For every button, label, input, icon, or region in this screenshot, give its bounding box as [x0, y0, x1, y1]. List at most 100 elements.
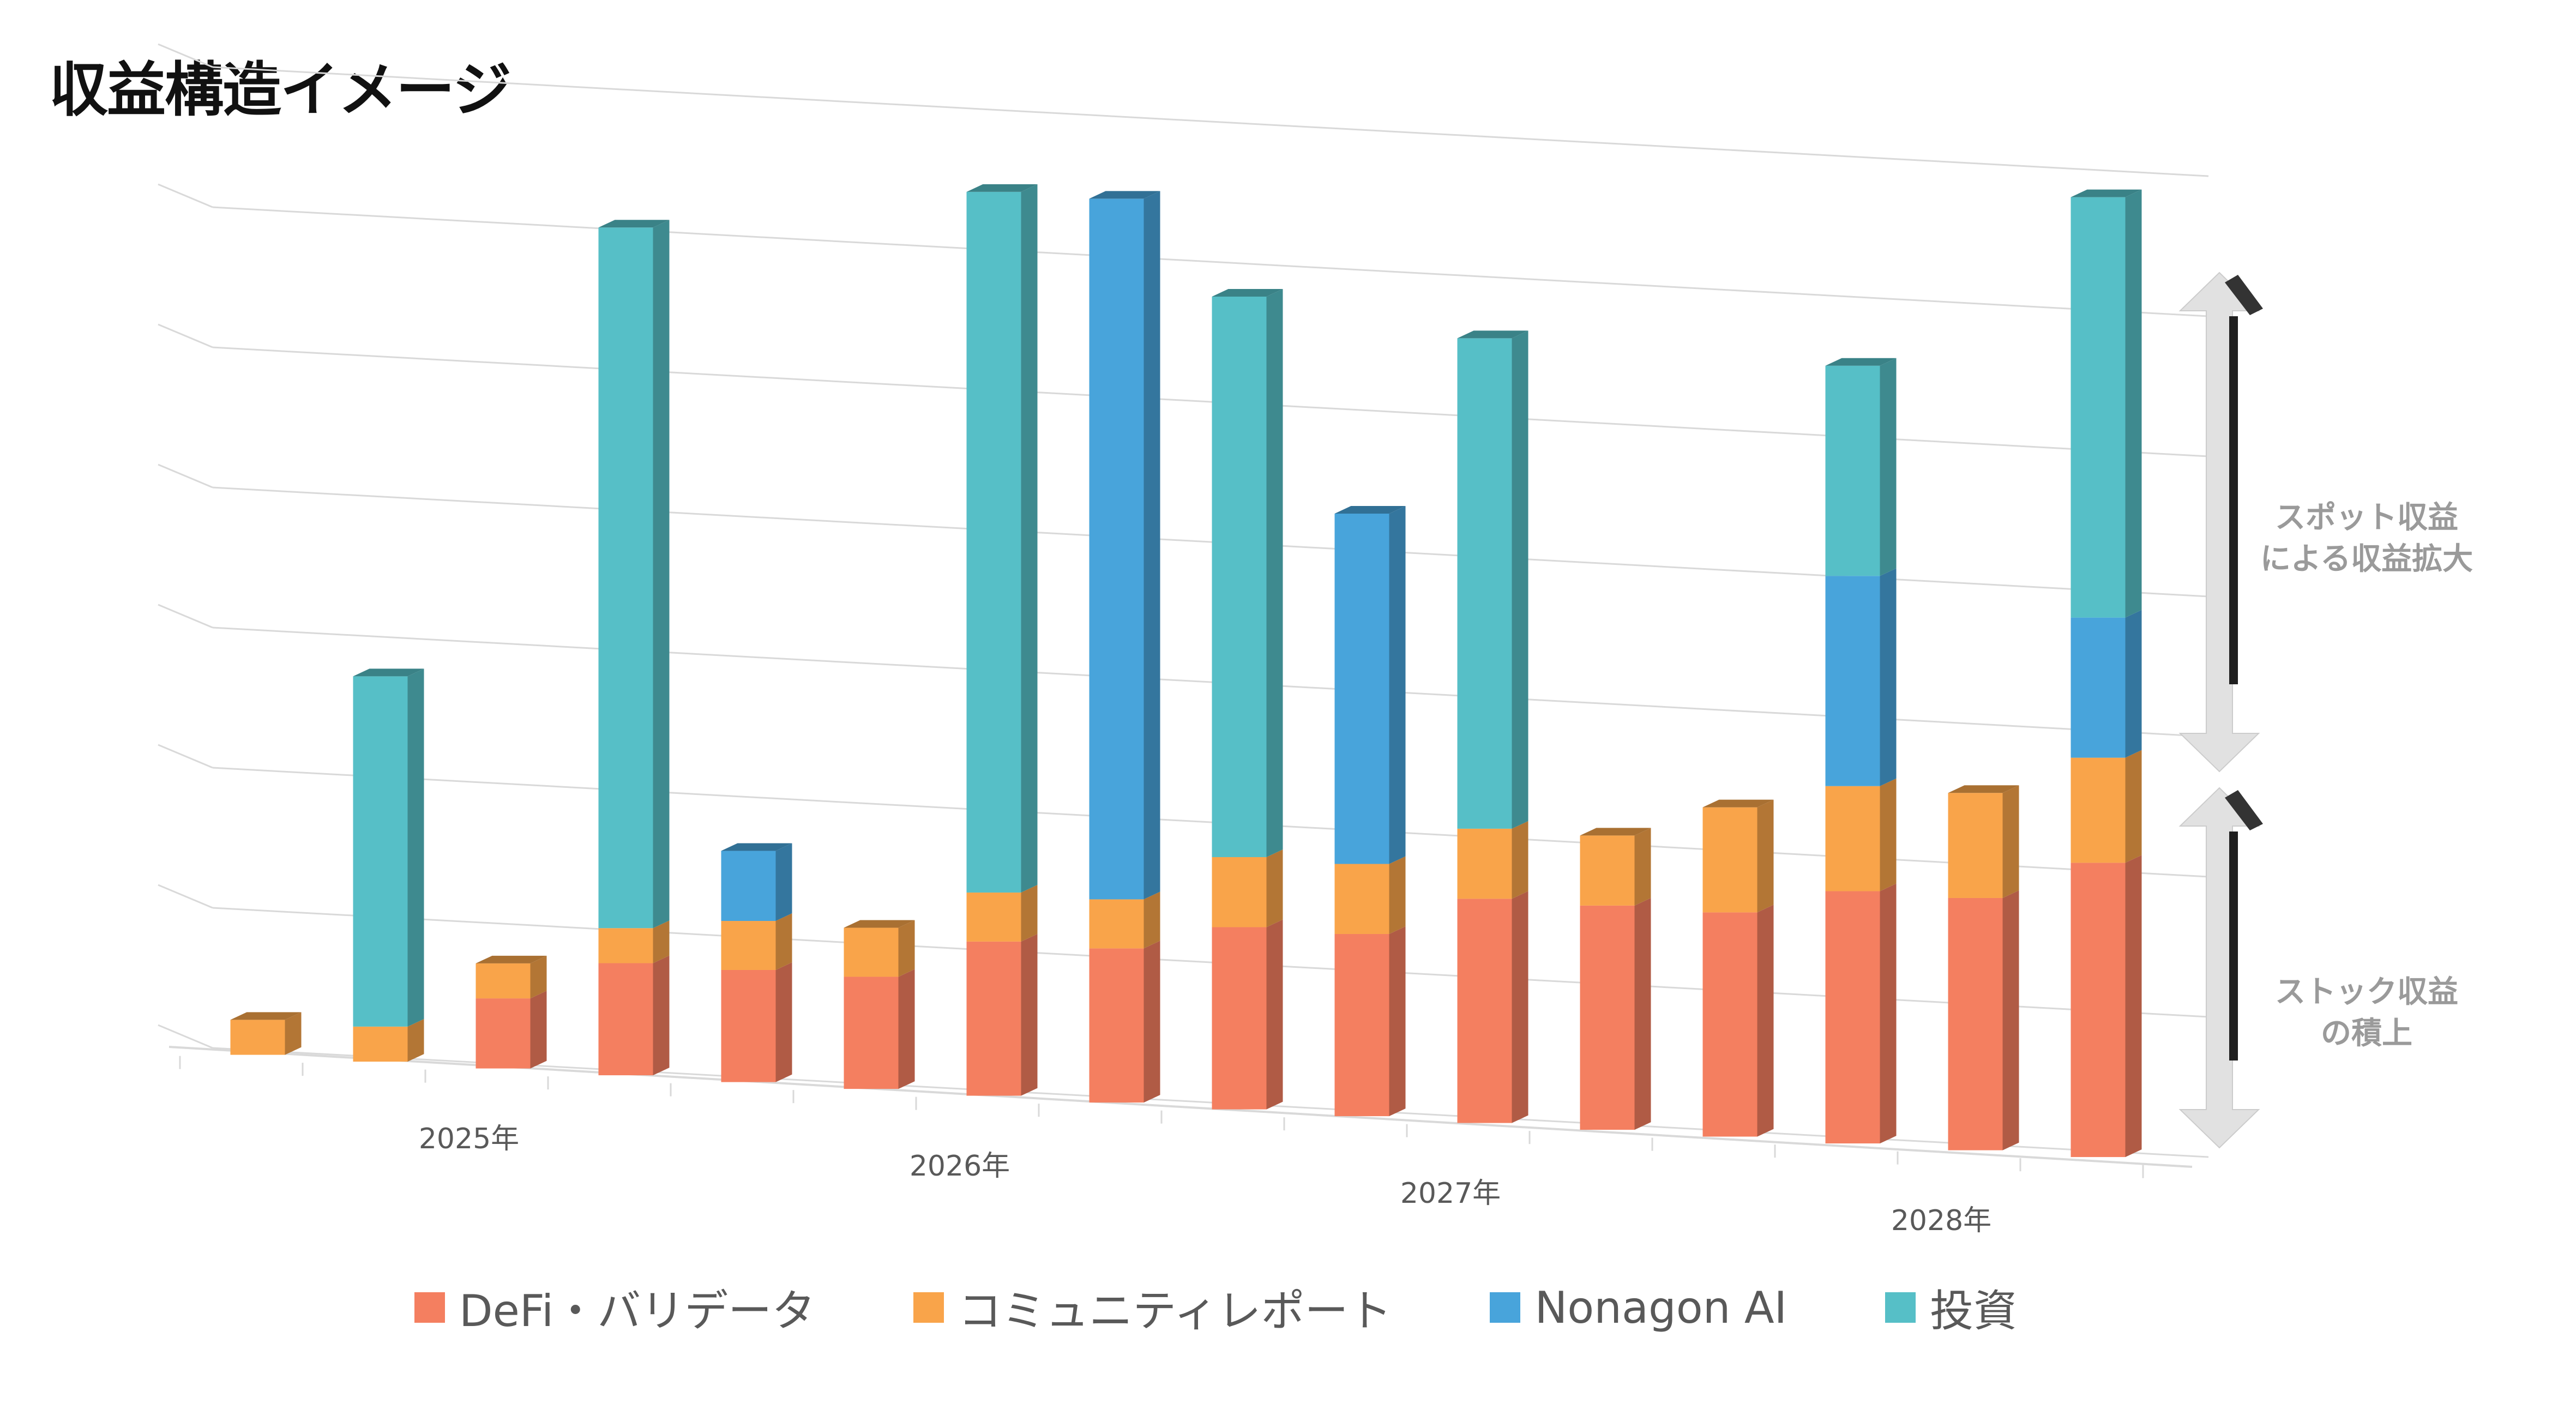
- spot-revenue-label: スポット収益 による収益拡大: [2219, 497, 2514, 580]
- bar-segment-community-report: [1948, 785, 2019, 898]
- x-tick-label: 2027年: [1400, 1177, 1501, 1210]
- bar-segment-defi: [1948, 890, 2019, 1150]
- bar-segment-defi: [1580, 897, 1651, 1130]
- legend-label-defi: DeFi・バリデータ: [459, 1286, 816, 1336]
- x-tick-label: 2026年: [910, 1150, 1010, 1183]
- gridline: [158, 604, 2209, 738]
- bar-segment-nonagon-ai: [1334, 505, 1406, 864]
- bar-top-cap: [1580, 828, 1651, 836]
- bar-top-cap: [1212, 288, 1283, 297]
- bar-segment-investment: [2071, 189, 2142, 618]
- bar-segment-investment: [353, 668, 424, 1027]
- bar-segment-defi: [476, 991, 547, 1069]
- bar-segment-community-report: [476, 955, 547, 999]
- x-tick-labels: 2025年 2026年 2027年 2028年: [419, 1123, 1991, 1237]
- bar-segment-defi: [1089, 941, 1160, 1103]
- bar-top-cap: [476, 955, 547, 963]
- bar-segment-nonagon-ai: [2071, 610, 2142, 758]
- bar-stack: [1334, 505, 1406, 1117]
- bar-top-cap: [1948, 785, 2019, 793]
- bar-segment-community-report: [598, 920, 670, 963]
- bar-segment-investment: [1212, 288, 1283, 857]
- bar-top-cap: [1825, 358, 1897, 366]
- legend-swatch-investment: [1885, 1292, 1916, 1323]
- stock-revenue-label-line-2: の積上: [2321, 1016, 2412, 1051]
- bar-top-cap: [844, 920, 915, 928]
- bar-top-cap: [1089, 191, 1160, 199]
- bar-segment-community-report: [1580, 828, 1651, 906]
- bar-segment-investment: [598, 220, 670, 929]
- bar-top-cap: [966, 184, 1038, 192]
- legend-swatch-defi: [414, 1292, 445, 1323]
- gridline: [158, 183, 2209, 317]
- x-tick-label: 2025年: [419, 1123, 519, 1155]
- legend-label-community-report: コミュニティレポート: [958, 1286, 1392, 1336]
- bar-segment-nonagon-ai: [1089, 191, 1160, 900]
- spot-revenue-label-line-2: による収益拡大: [2260, 541, 2473, 577]
- bar-segment-investment: [1457, 330, 1528, 829]
- bar-segment-community-report: [1457, 821, 1528, 899]
- legend: DeFi・バリデータ コミュニティレポート Nonagon AI 投資: [414, 1276, 2115, 1339]
- bar-top-cap: [2071, 189, 2142, 197]
- gridline: [158, 323, 2209, 457]
- bar-segment-community-report: [1825, 778, 1897, 891]
- bar-segment-community-report: [1334, 856, 1406, 934]
- legend-item-investment: 投資: [1885, 1276, 2017, 1339]
- legend-item-nonagon-ai: Nonagon AI: [1490, 1282, 1787, 1333]
- legend-label-investment: 投資: [1930, 1286, 2018, 1336]
- bar-segment-defi: [598, 955, 670, 1076]
- bar-top-cap: [721, 843, 792, 851]
- bar-segment-defi: [1334, 926, 1406, 1117]
- bar-segment-community-report: [1089, 891, 1160, 949]
- revenue-brackets: [2178, 272, 2263, 1149]
- bar-stack: [966, 184, 1038, 1096]
- bar-segment-nonagon-ai: [1825, 568, 1897, 786]
- bar-top-cap: [353, 668, 424, 677]
- bar-segment-defi: [1825, 883, 1897, 1144]
- bar-stack: [476, 955, 547, 1069]
- page-title: 収益構造イメージ: [49, 56, 511, 124]
- bar-stack: [353, 668, 424, 1062]
- bar-segment-defi: [1212, 919, 1283, 1110]
- gridline: [158, 43, 2209, 177]
- legend-label-nonagon-ai: Nonagon AI: [1534, 1282, 1787, 1333]
- bar-stack: [230, 1012, 302, 1055]
- bar-stack: [721, 843, 792, 1082]
- bar-stack: [598, 220, 670, 1076]
- legend-swatch-community-report: [913, 1292, 944, 1323]
- bars: [230, 184, 2142, 1158]
- bar-segment-community-report: [2071, 750, 2142, 863]
- bar-segment-investment: [1825, 358, 1897, 576]
- bar-segment-community-report: [1212, 849, 1283, 927]
- bar-stack: [1825, 358, 1897, 1144]
- legend-item-defi: DeFi・バリデータ: [414, 1276, 815, 1339]
- gridlines: [158, 43, 2209, 1158]
- bar-top-cap: [1457, 330, 1528, 339]
- bar-top-cap: [1334, 505, 1406, 514]
- bar-stack: [1948, 785, 2019, 1150]
- bar-segment-community-report: [966, 884, 1038, 942]
- bar-stack: [1212, 288, 1283, 1110]
- gridline: [158, 884, 2209, 1018]
- bar-stack: [844, 920, 915, 1089]
- bar-segment-defi: [1702, 905, 1774, 1137]
- bar-top-cap: [598, 220, 670, 228]
- bar-segment-community-report: [1702, 799, 1774, 913]
- bar-stack: [2071, 189, 2142, 1158]
- gridline: [158, 463, 2209, 598]
- bar-segment-community-report: [844, 920, 915, 977]
- stock-revenue-arrow: [2178, 787, 2263, 1149]
- bar-top-cap: [1702, 799, 1774, 808]
- bar-segment-defi: [721, 962, 792, 1082]
- legend-item-community-report: コミュニティレポート: [913, 1276, 1392, 1339]
- bar-segment-defi: [2071, 855, 2142, 1158]
- bar-stack: [1089, 191, 1160, 1103]
- bar-segment-community-report: [721, 913, 792, 970]
- bar-segment-community-report: [353, 1019, 424, 1062]
- bar-segment-investment: [966, 184, 1038, 893]
- spot-revenue-arrow: [2178, 272, 2263, 773]
- bar-stack: [1580, 828, 1651, 1130]
- bar-segment-nonagon-ai: [721, 843, 792, 921]
- bar-top-cap: [230, 1012, 302, 1020]
- stock-revenue-label: ストック収益 の積上: [2219, 972, 2514, 1055]
